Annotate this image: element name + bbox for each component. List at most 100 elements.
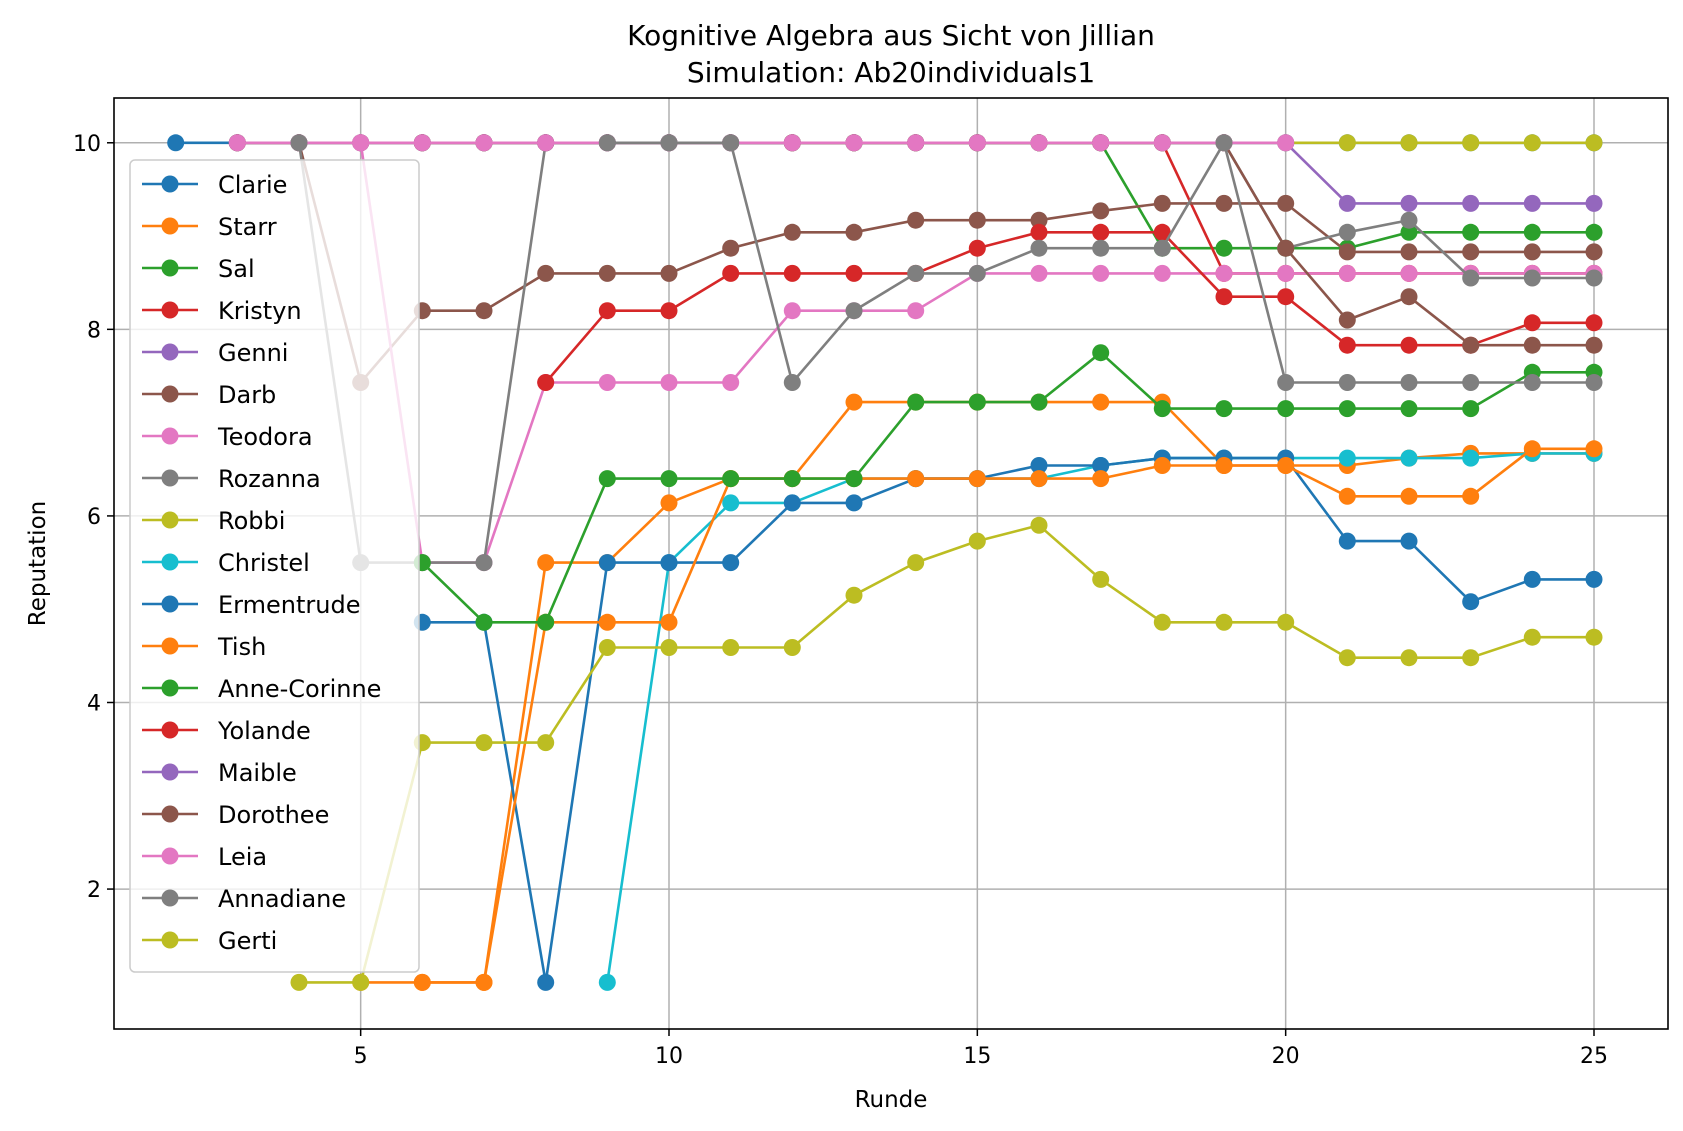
data-point (598, 470, 616, 488)
data-point (1153, 264, 1171, 282)
data-point (1338, 487, 1356, 505)
series-line (422, 456, 1594, 984)
data-point (1585, 223, 1603, 241)
legend-item: Clarie (142, 171, 287, 199)
data-point (1277, 374, 1295, 391)
data-point (352, 973, 370, 991)
data-point (1523, 134, 1541, 152)
data-point (1400, 487, 1418, 505)
data-point (290, 973, 308, 991)
data-point (1030, 457, 1048, 474)
data-point (1338, 400, 1356, 418)
data-point (1400, 211, 1418, 229)
data-point (1092, 344, 1110, 362)
x-tick-label: 20 (1272, 1044, 1300, 1069)
data-point (722, 134, 740, 152)
legend-item: Anne-Corinne (142, 675, 381, 703)
data-point (1338, 336, 1356, 354)
data-point (1030, 470, 1048, 488)
series-gerti (290, 516, 1603, 991)
data-point (167, 134, 185, 152)
data-point (598, 613, 616, 631)
data-point (660, 470, 678, 488)
data-point (1277, 264, 1295, 282)
data-point (537, 734, 555, 752)
data-point (1338, 311, 1356, 329)
data-point (968, 532, 986, 550)
data-point (1215, 194, 1233, 212)
data-point (845, 586, 863, 604)
data-point (537, 264, 555, 282)
x-tick-label: 5 (354, 1044, 368, 1069)
data-point (783, 264, 801, 282)
data-point (1338, 223, 1356, 241)
data-point (1462, 223, 1480, 241)
data-point (907, 134, 925, 152)
legend-label: Leia (218, 843, 267, 871)
series-line (422, 447, 1594, 984)
data-point (1523, 269, 1541, 287)
data-point (598, 264, 616, 282)
data-point (1277, 400, 1295, 418)
legend-item: Yolande (142, 717, 311, 745)
data-point (598, 973, 616, 991)
data-point (1462, 449, 1480, 467)
data-point (1215, 264, 1233, 282)
data-point (1215, 134, 1233, 152)
legend-item: Gerti (142, 927, 277, 955)
y-axis-label: Reputation (25, 501, 51, 626)
data-point (722, 639, 740, 656)
legend-label: Clarie (218, 171, 287, 199)
data-point (907, 554, 925, 572)
data-point (722, 554, 740, 572)
data-point (1523, 440, 1541, 458)
legend-item: Teodora (142, 423, 313, 451)
data-point (1030, 239, 1048, 257)
data-point (1153, 223, 1171, 241)
legend-label: Gerti (218, 927, 277, 955)
data-point (1462, 336, 1480, 354)
legend-item: Maible (142, 759, 297, 787)
legend-label: Starr (218, 213, 277, 241)
data-point (660, 554, 678, 572)
data-point (722, 374, 740, 391)
legend-marker (161, 385, 179, 403)
data-point (1585, 194, 1603, 212)
data-point (1092, 202, 1110, 220)
series-annadiane (598, 134, 1603, 391)
legend-marker (161, 427, 179, 445)
data-point (537, 973, 555, 991)
data-point (290, 134, 308, 152)
legend-label: Teodora (217, 423, 313, 451)
data-point (475, 613, 493, 631)
legend-marker (161, 595, 179, 613)
legend-marker (161, 469, 179, 487)
data-point (660, 374, 678, 391)
data-point (1585, 374, 1603, 391)
series-line (299, 523, 1594, 984)
plot-lines (167, 134, 1603, 991)
data-point (1400, 223, 1418, 241)
data-point (1585, 570, 1603, 588)
data-point (1523, 314, 1541, 332)
data-point (783, 302, 801, 320)
data-point (1400, 243, 1418, 261)
data-point (1153, 194, 1171, 212)
chart-subtitle: Simulation: Ab20individuals1 (687, 56, 1095, 89)
legend-item: Starr (142, 213, 277, 241)
data-point (1400, 288, 1418, 306)
data-point (1523, 223, 1541, 241)
legend-label: Robbi (218, 507, 285, 535)
data-point (1338, 649, 1356, 667)
data-point (783, 374, 801, 391)
legend-marker (161, 763, 179, 781)
data-point (907, 211, 925, 229)
data-point (968, 264, 986, 282)
data-point (783, 134, 801, 152)
series-line (544, 231, 1594, 384)
data-point (1215, 400, 1233, 418)
legend-label: Genni (218, 339, 288, 367)
legend-item: Ermentrude (142, 591, 360, 619)
data-point (1030, 223, 1048, 241)
data-point (907, 264, 925, 282)
